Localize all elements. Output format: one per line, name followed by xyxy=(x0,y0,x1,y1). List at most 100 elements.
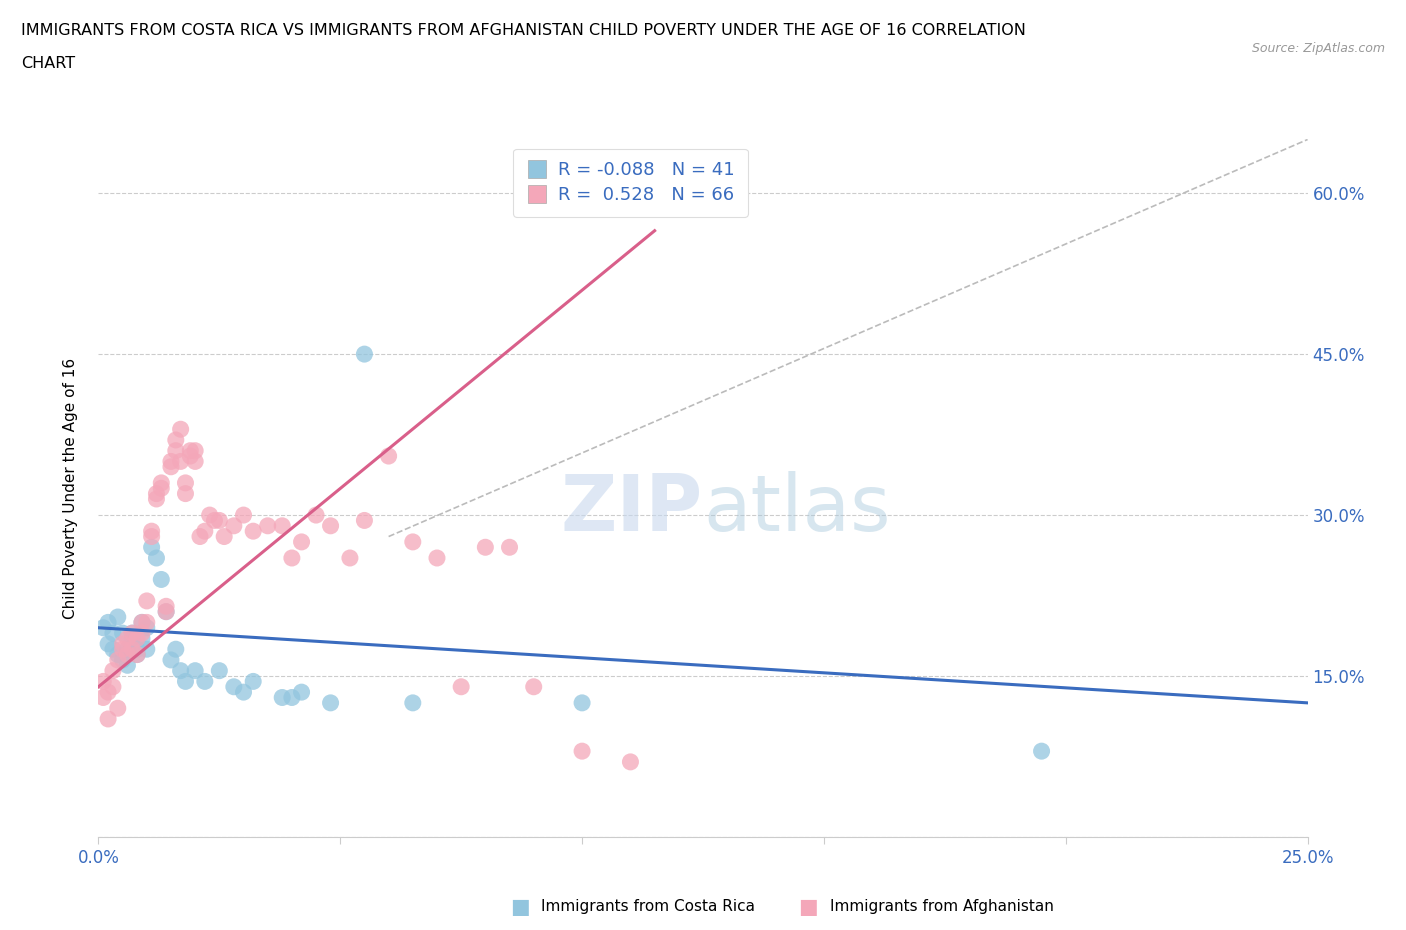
Point xyxy=(1031,744,1053,759)
Point xyxy=(174,486,197,501)
Point xyxy=(290,535,312,550)
Point xyxy=(121,626,143,641)
Point xyxy=(131,615,153,630)
Point xyxy=(165,432,187,447)
Point xyxy=(319,696,342,711)
Point xyxy=(97,711,120,726)
Point xyxy=(523,679,546,694)
Point xyxy=(426,551,449,565)
Point xyxy=(135,593,157,608)
Text: ■: ■ xyxy=(510,897,530,917)
Point xyxy=(169,663,191,678)
Point xyxy=(91,674,114,689)
Point xyxy=(194,524,217,538)
Point xyxy=(188,529,211,544)
Point xyxy=(101,642,124,657)
Point xyxy=(179,448,201,463)
Point xyxy=(117,642,139,657)
Point xyxy=(165,642,187,657)
Point xyxy=(242,674,264,689)
Point xyxy=(281,690,304,705)
Point xyxy=(107,701,129,716)
Point xyxy=(131,615,153,630)
Point xyxy=(198,508,221,523)
Point xyxy=(107,609,129,624)
Point xyxy=(111,626,134,641)
Point xyxy=(160,653,183,668)
Point xyxy=(121,626,143,641)
Point xyxy=(232,508,254,523)
Point xyxy=(474,539,496,554)
Point xyxy=(281,551,304,565)
Point xyxy=(121,642,143,657)
Point xyxy=(184,454,207,469)
Text: Source: ZipAtlas.com: Source: ZipAtlas.com xyxy=(1251,42,1385,55)
Point xyxy=(145,492,167,507)
Point xyxy=(135,615,157,630)
Text: IMMIGRANTS FROM COSTA RICA VS IMMIGRANTS FROM AFGHANISTAN CHILD POVERTY UNDER TH: IMMIGRANTS FROM COSTA RICA VS IMMIGRANTS… xyxy=(21,23,1026,38)
Point xyxy=(150,572,173,587)
Point xyxy=(339,551,361,565)
Point xyxy=(135,620,157,635)
Point xyxy=(101,626,124,641)
Point xyxy=(271,518,294,533)
Point xyxy=(165,444,187,458)
Text: Immigrants from Afghanistan: Immigrants from Afghanistan xyxy=(830,899,1053,914)
Point xyxy=(127,647,149,662)
Text: atlas: atlas xyxy=(703,472,890,547)
Point xyxy=(212,529,235,544)
Point xyxy=(117,631,139,646)
Point xyxy=(222,679,245,694)
Point xyxy=(377,448,399,463)
Point xyxy=(160,459,183,474)
Point xyxy=(97,684,120,699)
Point xyxy=(101,663,124,678)
Point xyxy=(150,481,173,496)
Legend: R = -0.088   N = 41, R =  0.528   N = 66: R = -0.088 N = 41, R = 0.528 N = 66 xyxy=(513,149,748,217)
Y-axis label: Child Poverty Under the Age of 16: Child Poverty Under the Age of 16 xyxy=(63,358,77,618)
Point xyxy=(571,696,593,711)
Point xyxy=(290,684,312,699)
Point xyxy=(194,674,217,689)
Point xyxy=(141,524,163,538)
Point xyxy=(117,658,139,672)
Point xyxy=(91,690,114,705)
Point xyxy=(97,615,120,630)
Point xyxy=(141,529,163,544)
Point xyxy=(402,696,425,711)
Point xyxy=(145,486,167,501)
Point xyxy=(353,513,375,528)
Point xyxy=(117,647,139,662)
Point xyxy=(127,642,149,657)
Point xyxy=(169,454,191,469)
Point xyxy=(174,475,197,490)
Point xyxy=(222,518,245,533)
Point xyxy=(169,422,191,437)
Point xyxy=(619,754,641,769)
Point xyxy=(242,524,264,538)
Point xyxy=(204,513,226,528)
Point xyxy=(107,647,129,662)
Point xyxy=(305,508,328,523)
Point xyxy=(319,518,342,533)
Text: ■: ■ xyxy=(799,897,818,917)
Point xyxy=(131,631,153,646)
Point xyxy=(91,620,114,635)
Point xyxy=(111,636,134,651)
Point xyxy=(97,636,120,651)
Point xyxy=(155,604,177,619)
Text: ZIP: ZIP xyxy=(561,472,703,547)
Point xyxy=(101,679,124,694)
Point xyxy=(135,642,157,657)
Point xyxy=(571,744,593,759)
Point xyxy=(402,535,425,550)
Point xyxy=(160,454,183,469)
Point xyxy=(155,599,177,614)
Point xyxy=(155,604,177,619)
Point xyxy=(141,539,163,554)
Point xyxy=(145,551,167,565)
Point xyxy=(184,444,207,458)
Point xyxy=(174,674,197,689)
Point xyxy=(256,518,278,533)
Point xyxy=(150,475,173,490)
